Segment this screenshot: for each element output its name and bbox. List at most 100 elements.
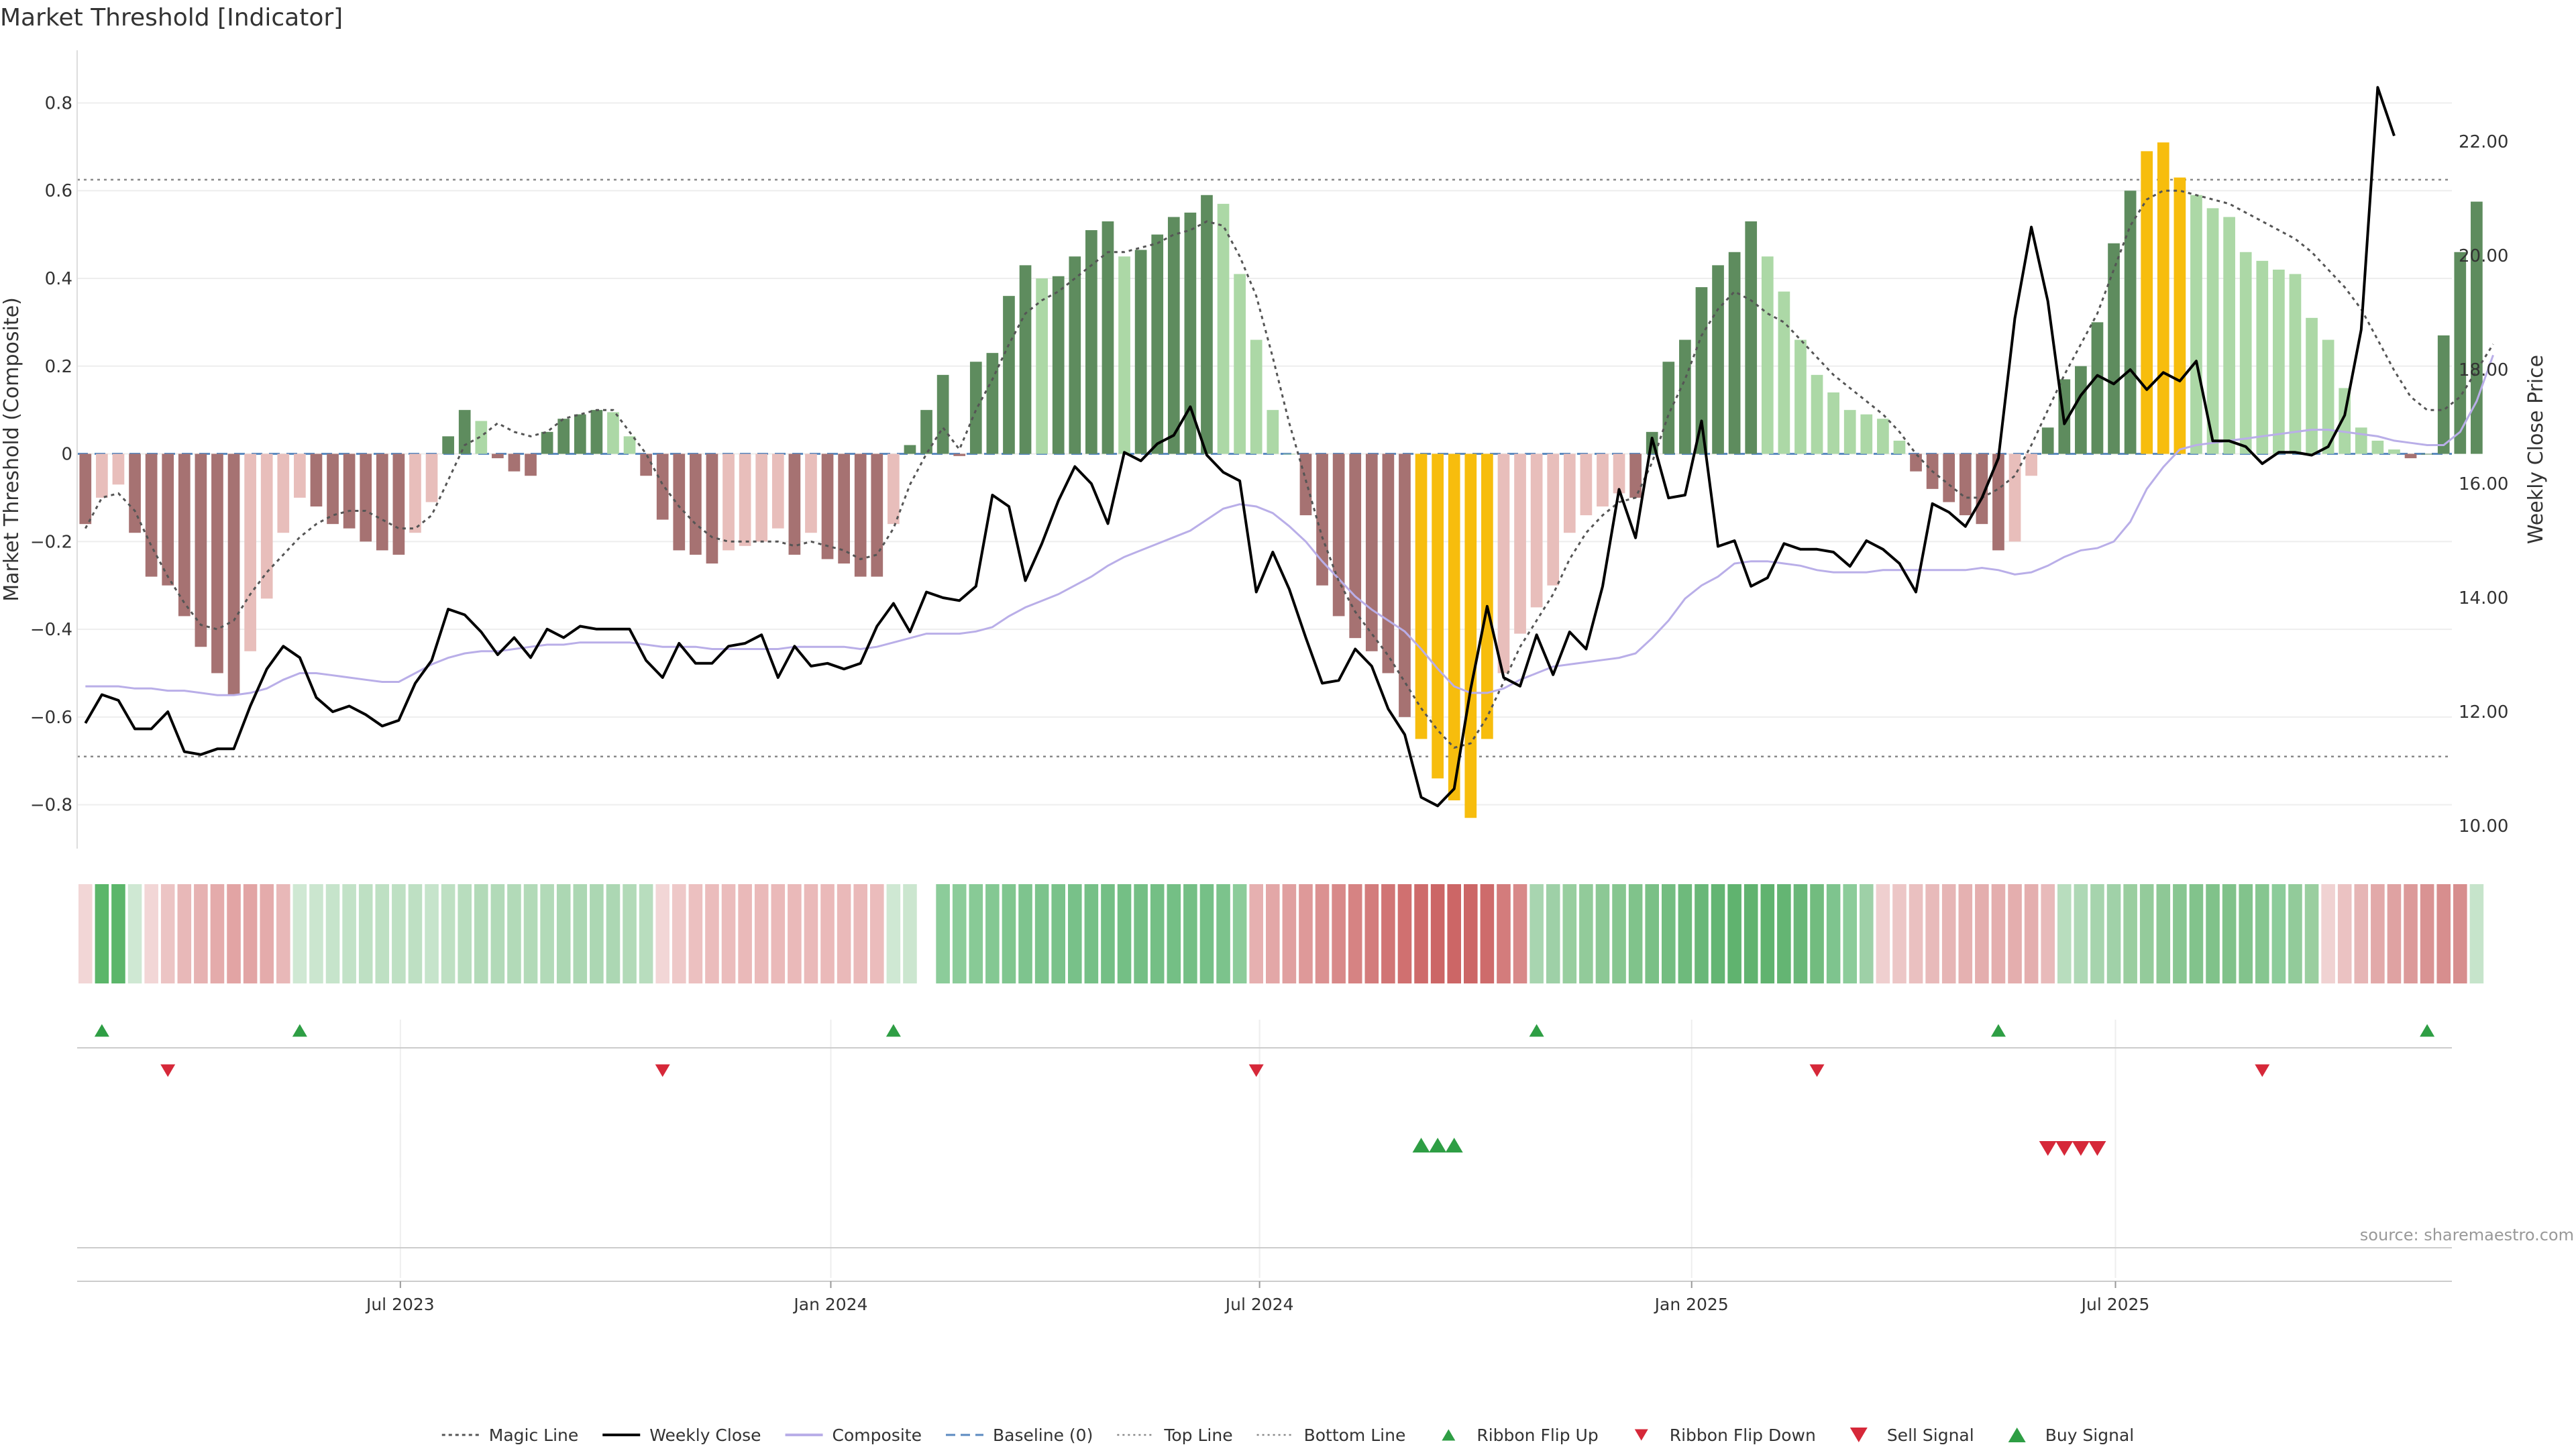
ribbon-cell [688,884,703,983]
ribbon-flip-down-marker [160,1064,176,1077]
composite-bar [1464,453,1477,818]
ribbon-cell [243,884,258,983]
ribbon-flip-up-marker [292,1024,307,1037]
ribbon-cell [95,884,109,983]
composite-bar [1893,440,1906,454]
reference-lines [77,178,2452,757]
ribbon-cell [556,884,571,983]
composite-bar [2437,335,2450,454]
composite-bar [2174,177,2186,454]
composite-bar [442,436,454,454]
composite-bar [1448,453,1460,801]
composite-bar [969,362,982,454]
composite-bar [2388,449,2400,454]
composite-bar [854,453,867,577]
legend-item: Sell Signal [1849,1426,1974,1445]
composite-bar [294,453,306,498]
y-tick-label-right: 14.00 [2459,588,2508,608]
legend-item: Weekly Close [602,1426,761,1445]
ribbon-cell [2404,884,2418,983]
ribbon-cell [2255,884,2269,983]
composite-bar [2239,252,2252,454]
ribbon-cell [2436,884,2451,983]
composite-bar [1283,453,1295,455]
ribbon-cell [425,884,439,983]
y-tick-label-right: 12.00 [2459,702,2508,722]
composite-bar [96,453,108,498]
ribbon-cell [672,884,686,983]
weekly-close-line [84,86,2396,808]
composite-bar [1597,453,1609,506]
composite-bar [1118,256,1130,454]
composite-bar [2404,453,2417,459]
ribbon-cell [2271,884,2286,983]
composite-bar [1085,230,1097,454]
ribbon-cell [1397,884,1412,983]
ribbon-cell [1134,884,1148,983]
composite-bar [1332,453,1345,616]
magic-line [84,189,2494,749]
ribbon-cell [1464,884,1478,983]
ribbon-cell [969,884,983,983]
composite-bar [178,453,191,616]
composite-bar [260,453,273,599]
composite-bar [574,414,586,454]
ribbon-cell [590,884,604,983]
ribbon-cell [523,884,538,983]
ribbon-cell [2123,884,2137,983]
ribbon-cell [1183,884,1197,983]
composite-line [85,354,2494,696]
ribbon-cell [127,884,142,983]
composite-bar [2223,217,2235,454]
sell-signal-marker [2039,1140,2057,1157]
ribbon-cell [1628,884,1643,983]
ribbon-cell [1018,884,1032,983]
ribbon-cell [2420,884,2434,983]
composite-bar [2190,195,2202,454]
composite-bar [409,453,421,533]
ribbon-cell [2041,884,2055,983]
composite-bar [871,453,883,577]
ribbon-cell [1909,884,1923,983]
ribbon-cell [985,884,1000,983]
composite-bar [1547,453,1560,586]
ribbon-cell [919,884,934,983]
ribbon-cell [655,884,669,983]
composite-bar [1613,453,1625,494]
y-tick-label-left: 0 [61,445,72,465]
buy-signal-marker [1445,1137,1463,1153]
composite-bar [1827,392,1839,454]
ribbon-cell [1150,884,1165,983]
composite-bar [706,453,718,564]
ribbon-cell [903,884,917,983]
ribbon-cell [1546,884,1560,983]
ribbon-cell [2337,884,2352,983]
ribbon-cell [886,884,901,983]
composite-bar [1250,339,1263,454]
ribbon-cell [144,884,158,983]
composite-bar [129,453,141,533]
ribbon-cell [1167,884,1181,983]
composite-bar [1745,221,1758,454]
composite-bar [2124,191,2137,454]
composite-bar [1497,453,1510,674]
ribbon-cell [441,884,455,983]
ribbon-cell [2139,884,2154,983]
composite-bar [739,453,751,546]
composite-bar [2421,453,2433,455]
composite-bar [1794,339,1807,454]
y-tick-label-left: −0.4 [30,620,72,640]
composite-bar [2141,151,2153,454]
ribbon-cell [820,884,835,983]
composite-bar [277,453,290,533]
ribbon-cell [1529,884,1544,983]
composite-bar [360,453,372,542]
ribbon-cell [1381,884,1395,983]
ribbon-cell [1084,884,1099,983]
composite-bar [162,453,174,586]
composite-bar [1134,250,1147,454]
composite-bar [1976,453,1988,525]
composite-bar [79,453,92,525]
ribbon-cell [1711,884,1725,983]
composite-bar [392,453,405,555]
